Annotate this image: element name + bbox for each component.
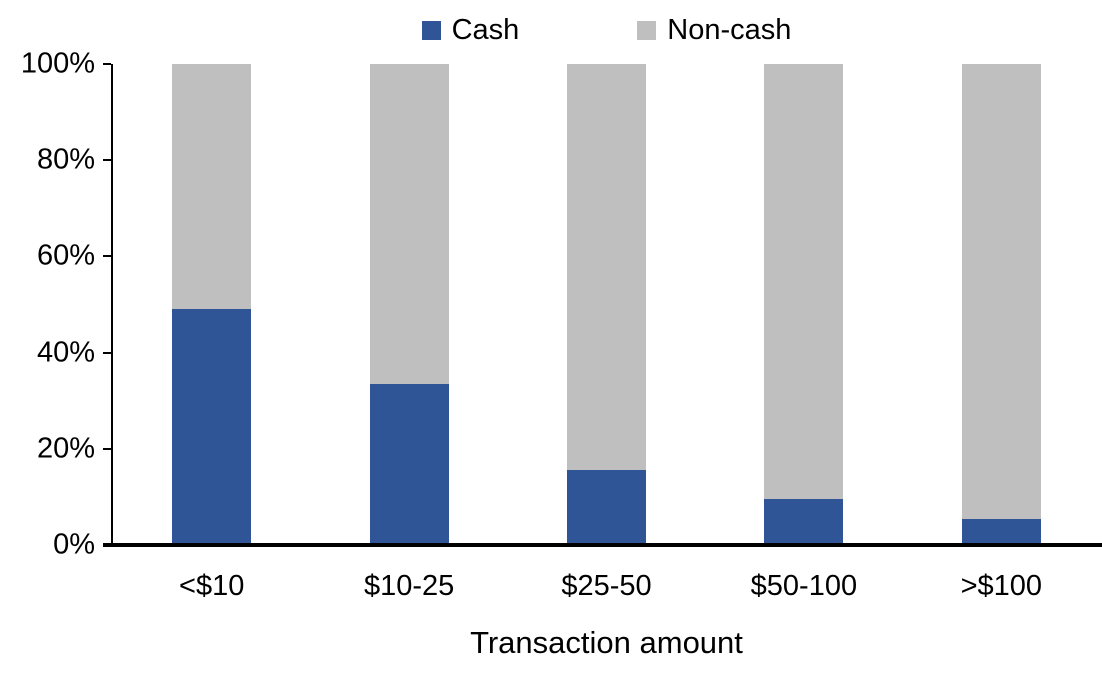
y-axis-tick-label: 20% — [36, 432, 95, 465]
y-axis-tick-label: 0% — [53, 528, 95, 561]
bar-segment-non-cash — [172, 64, 252, 310]
y-axis-tick — [103, 159, 111, 162]
legend-label: Cash — [451, 13, 520, 46]
x-axis-tick-label: $50-100 — [750, 570, 858, 602]
bar-group-1 — [172, 64, 252, 545]
y-axis-tick-label: 40% — [36, 336, 95, 369]
bar-group-3 — [567, 64, 646, 545]
bar-segment-cash — [764, 499, 844, 545]
y-axis-tick-label: 100% — [20, 47, 95, 80]
x-axis-tick-label: $25-50 — [561, 570, 652, 602]
legend-label: Non-cash — [667, 13, 792, 46]
legend-swatch-icon — [421, 20, 441, 40]
y-axis-tick — [103, 544, 111, 546]
legend-item-cash: Cash — [421, 13, 520, 46]
y-axis-tick — [103, 63, 111, 65]
x-axis-tick-label: <$10 — [179, 570, 245, 602]
y-axis-tick — [103, 447, 111, 450]
bar-group-2 — [369, 64, 449, 545]
bar-segment-non-cash — [567, 64, 646, 471]
bar-segment-cash — [369, 383, 449, 545]
x-axis-line — [103, 543, 1102, 547]
x-axis-title: Transaction amount — [470, 625, 743, 660]
bar-group-4 — [764, 64, 844, 545]
plot-area — [113, 64, 1102, 545]
bar-segment-non-cash — [764, 64, 844, 500]
legend-item-non-cash: Non-cash — [637, 13, 792, 46]
bar-segment-cash — [172, 309, 252, 545]
y-axis-line — [111, 64, 113, 545]
chart-legend: Cash Non-cash — [113, 8, 1100, 52]
y-axis-tick-label: 80% — [36, 143, 95, 176]
bar-segment-cash — [567, 470, 646, 545]
bar-segment-non-cash — [369, 64, 449, 384]
legend-swatch-icon — [637, 20, 657, 40]
bar-segment-non-cash — [961, 64, 1041, 519]
y-axis-tick — [103, 351, 111, 354]
y-axis-tick-label: 60% — [36, 239, 95, 272]
x-axis-tick-label: >$100 — [960, 570, 1043, 602]
x-axis-tick-label: $10-25 — [363, 570, 455, 602]
bar-group-5 — [961, 64, 1041, 545]
bar-segment-cash — [961, 518, 1041, 545]
y-axis-tick — [103, 255, 111, 258]
